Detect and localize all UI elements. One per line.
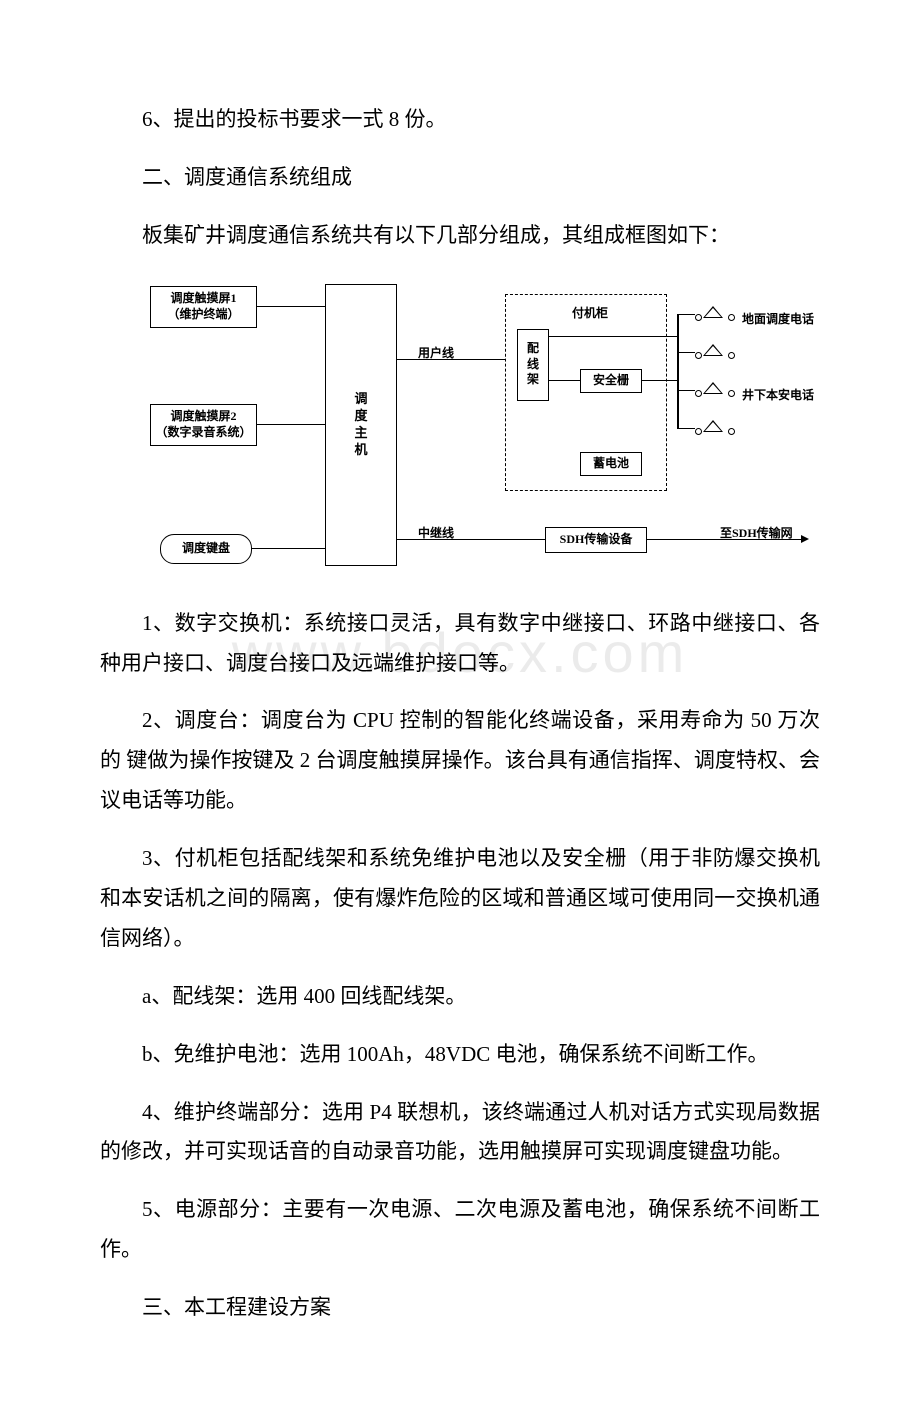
touch1-line1: 调度触摸屏1 xyxy=(170,291,236,307)
paragraph: a、配线架：选用 400 回线配线架。 xyxy=(100,977,820,1017)
paragraph: 板集矿井调度通信系统共有以下几部分组成，其组成框图如下： xyxy=(100,216,820,256)
userline-label: 用户线 xyxy=(418,344,454,361)
connector-line xyxy=(677,428,695,430)
paragraph: 4、维护终端部分：选用 P4 联想机，该终端通过人机对话方式实现局数据的修改，并… xyxy=(100,1093,820,1173)
battery-box: 蓄电池 xyxy=(580,452,642,476)
battery-label: 蓄电池 xyxy=(593,456,629,472)
touch2-line1: 调度触摸屏2 xyxy=(170,409,236,425)
connector-line xyxy=(256,424,325,426)
document-page: 6、提出的投标书要求一式 8 份。 二、调度通信系统组成 板集矿井调度通信系统共… xyxy=(0,0,920,1406)
paragraph: 3、付机柜包括配线架和系统免维护电池以及安全栅（用于非防爆交换机和本安话机之间的… xyxy=(100,839,820,959)
keyboard-box: 调度键盘 xyxy=(160,534,252,564)
paragraph: 三、本工程建设方案 xyxy=(100,1288,820,1328)
host-label: 调 度 主 机 xyxy=(354,391,367,459)
phone-bus xyxy=(677,314,679,429)
safety-box: 安全栅 xyxy=(580,369,642,393)
connector-line xyxy=(256,306,325,308)
underground-phone-label: 井下本安电话 xyxy=(742,386,814,403)
sdh-box: SDH传输设备 xyxy=(545,527,647,553)
distframe-box: 配 线 架 xyxy=(517,329,549,401)
phone-icon xyxy=(695,344,735,360)
connector-line xyxy=(677,314,695,316)
paragraph: b、免维护电池：选用 100Ah，48VDC 电池，确保系统不间断工作。 xyxy=(100,1035,820,1075)
cabinet-label: 付机柜 xyxy=(572,304,608,321)
host-box: 调 度 主 机 xyxy=(325,284,397,566)
paragraph: 二、调度通信系统组成 xyxy=(100,158,820,198)
touch1-line2: （维护终端） xyxy=(167,307,239,323)
paragraph: 2、调度台：调度台为 CPU 控制的智能化终端设备，采用寿命为 50 万次的 键… xyxy=(100,701,820,821)
connector-line xyxy=(677,390,695,392)
touch2-line2: （数字录音系统） xyxy=(155,425,251,441)
sdh-label: SDH传输设备 xyxy=(560,532,633,548)
paragraph: 5、电源部分：主要有一次电源、二次电源及蓄电池，确保系统不间断工作。 xyxy=(100,1190,820,1270)
keyboard-label: 调度键盘 xyxy=(182,541,230,557)
touchscreen2-box: 调度触摸屏2 （数字录音系统） xyxy=(150,404,257,446)
system-block-diagram: 调 度 主 机 调度触摸屏1 （维护终端） 调度触摸屏2 （数字录音系统） 调度… xyxy=(130,274,820,584)
phone-icon xyxy=(695,306,735,322)
connector-line xyxy=(548,380,580,382)
phone-icon xyxy=(695,382,735,398)
paragraph: 1、数字交换机：系统接口灵活，具有数字中继接口、环路中继接口、各种用户接口、调度… xyxy=(100,604,820,684)
paragraph: 6、提出的投标书要求一式 8 份。 xyxy=(100,100,820,140)
safety-label: 安全栅 xyxy=(593,373,629,389)
trunkline-label: 中继线 xyxy=(418,524,454,541)
to-sdh-label: 至SDH传输网 xyxy=(720,524,793,541)
touchscreen1-box: 调度触摸屏1 （维护终端） xyxy=(150,286,257,328)
surface-phone-label: 地面调度电话 xyxy=(742,310,814,327)
connector-line xyxy=(252,548,325,550)
arrow-icon xyxy=(801,535,809,543)
connector-line xyxy=(677,352,695,354)
connector-line xyxy=(641,380,678,382)
phone-icon xyxy=(695,420,735,436)
connector-line xyxy=(548,336,678,338)
